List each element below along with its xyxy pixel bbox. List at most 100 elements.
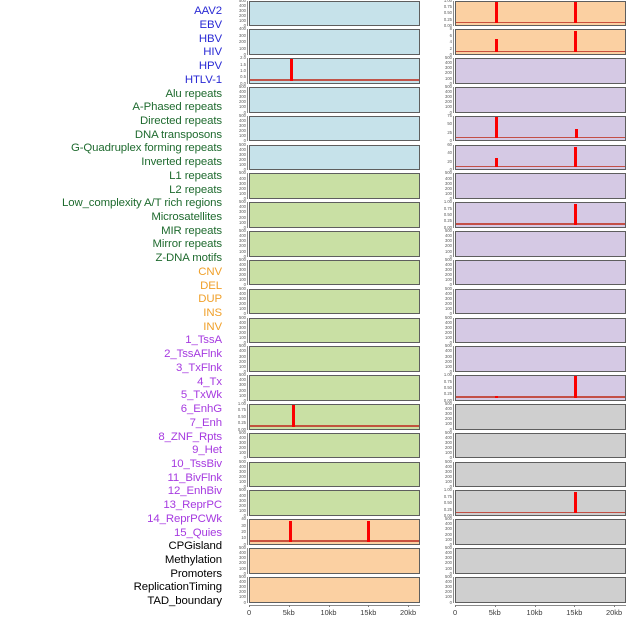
y-axis-tick-label: 200: [445, 589, 452, 595]
y-axis-tick-label: 300: [239, 32, 246, 38]
y-axis-tick-label: 0.25: [237, 420, 246, 426]
y-axis-tick-label: 0: [243, 109, 246, 115]
y-axis-tick-label: 200: [445, 560, 452, 566]
y-axis-tick-label: 400: [445, 88, 452, 94]
y-axis-tick-label: 20: [447, 158, 452, 164]
y-axis-line: [247, 490, 248, 517]
y-axis-tick-label: 100: [445, 277, 452, 283]
y-axis-line: [453, 490, 454, 517]
y-axis-line: [247, 115, 248, 142]
plot-area: [455, 375, 626, 401]
data-bar: [495, 396, 499, 398]
plot-area: [249, 576, 420, 603]
y-axis-tick-label: 400: [239, 2, 246, 8]
y-axis-tick-label: 200: [445, 445, 452, 451]
y-axis-tick-label: 50: [447, 121, 452, 127]
y-axis-tick-label: 300: [239, 497, 246, 503]
y-axis-tick-label: 0: [449, 311, 452, 317]
y-axis-tick-label: 400: [445, 261, 452, 267]
track-label-6-enhg: 6_EnhG: [180, 403, 222, 416]
y-axis-line: [247, 29, 248, 55]
y-axis-line: [453, 115, 454, 142]
track-label-ebv: EBV: [199, 18, 223, 31]
y-axis-tick-label: 40: [447, 150, 452, 156]
plot-area: [249, 490, 420, 517]
y-axis-tick-label: 100: [239, 478, 246, 484]
y-axis-tick-label: 0: [243, 541, 246, 547]
x-axis-tick-label: 0: [452, 607, 458, 617]
track-panel: 40 30 20 10 0: [226, 516, 420, 547]
track-panel: 400 300 200 100 0: [226, 27, 420, 57]
y-axis-tick-label: 500: [445, 170, 452, 176]
plot-area: [455, 461, 626, 488]
y-axis-tick-label: 500: [445, 458, 452, 464]
x-axis-tick: [574, 604, 576, 607]
y-axis-line: [453, 375, 454, 401]
y-axis-line: [453, 173, 454, 200]
plot-area: [249, 548, 420, 574]
y-axis-tick-label: 0.50: [443, 384, 452, 390]
y-axis-tick-label: 200: [445, 272, 452, 278]
y-axis-tick-label: 0.25: [443, 391, 452, 397]
y-axis-tick-label: 0.5: [240, 74, 246, 80]
track-label-8-znf-rpts: 8_ZNF_Rpts: [158, 430, 222, 443]
y-axis-tick-label: 0.00: [237, 426, 246, 432]
y-axis-tick-label: 100: [445, 104, 452, 110]
y-axis-tick-label: 300: [239, 122, 246, 128]
track-label-1-tssa: 1_TssA: [185, 334, 222, 347]
x-axis-tick-label: 15kb: [360, 607, 377, 617]
y-axis-tick-label: 0: [449, 570, 452, 576]
x-axis-tick-label: 10kb: [526, 607, 543, 617]
y-axis-tick-label: 8: [449, 26, 452, 32]
y-axis-tick-label: 400: [239, 463, 246, 469]
track-label-microsatellites: Microsatellites: [151, 211, 222, 223]
y-axis-line: [453, 58, 454, 84]
y-axis-tick-label: 300: [239, 180, 246, 186]
y-axis-tick-label: 400: [445, 175, 452, 181]
y-axis-tick-label: 200: [239, 560, 246, 566]
track-label-promoters: Promoters: [170, 567, 222, 580]
y-axis-tick-label: 4: [449, 39, 452, 45]
y-axis-tick-label: 200: [239, 300, 246, 306]
y-axis-line: [453, 231, 454, 257]
track-label-15-quies: 15_Quies: [174, 526, 222, 539]
data-bar: [495, 157, 499, 168]
y-axis-line: [453, 259, 454, 286]
y-axis-tick-label: 400: [239, 233, 246, 239]
y-axis-tick-label: 500: [239, 429, 246, 435]
plot-area: [455, 346, 626, 372]
y-axis-line: [247, 231, 248, 257]
data-bar: [495, 117, 499, 139]
track-panel: 75 50 25 0: [432, 113, 626, 143]
plot-area: [455, 576, 626, 603]
y-axis-tick-label: 500: [445, 400, 452, 406]
y-axis-tick-label: 0.00: [443, 397, 452, 403]
y-axis-tick-label: 300: [445, 324, 452, 330]
y-axis-tick-label: 200: [239, 358, 246, 364]
y-axis-tick-label: 0: [243, 512, 246, 518]
y-axis-tick-label: 400: [239, 261, 246, 267]
y-axis-tick-label: 1.0: [240, 67, 246, 73]
y-axis-tick-label: 100: [239, 133, 246, 139]
y-axis-tick-label: 500: [239, 372, 246, 378]
y-axis-tick-label: 400: [445, 521, 452, 527]
y-axis-tick-label: 500: [239, 544, 246, 550]
y-axis-tick-label: 0: [449, 80, 452, 86]
track-label-a-phased-repeats: A-Phased repeats: [132, 101, 222, 114]
track-panel: 1.000.750.500.250.00: [432, 0, 626, 28]
plot-area: [249, 403, 420, 430]
y-axis-tick-label: 100: [239, 594, 246, 600]
